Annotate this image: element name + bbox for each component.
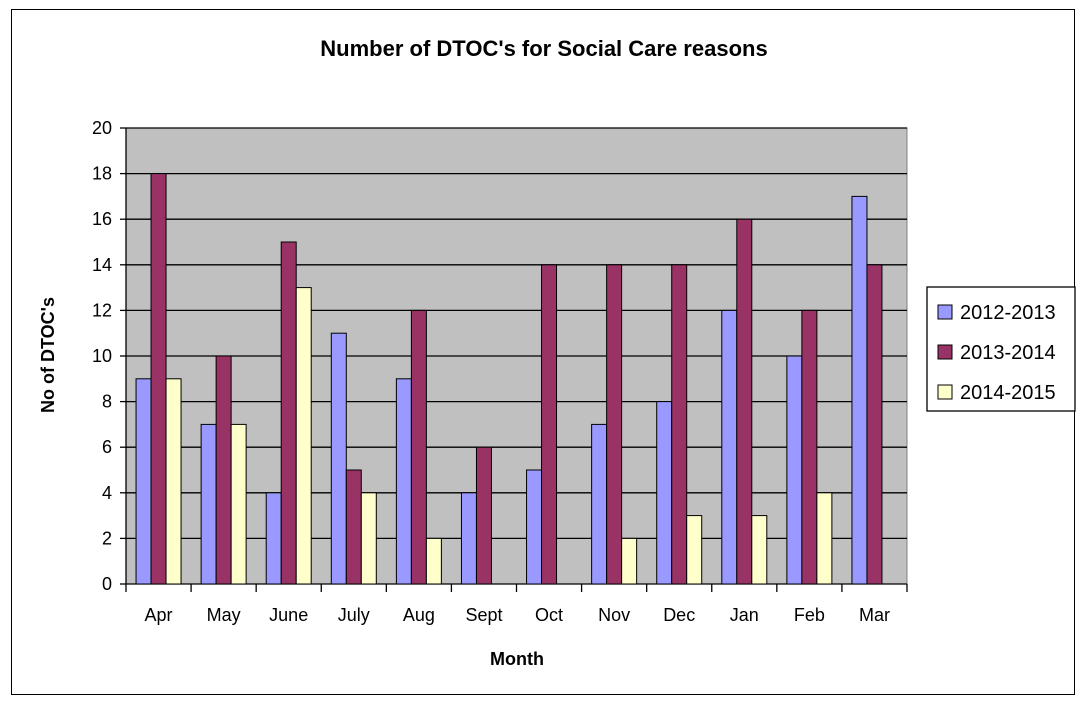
- y-tick-label: 8: [102, 392, 112, 412]
- bar-2012-2013-Feb: [786, 355, 803, 585]
- bar-2014-2015-Apr: [165, 378, 182, 585]
- bar-2013-2014-Mar: [866, 264, 883, 585]
- bar-2013-2014-Oct: [541, 264, 558, 585]
- legend-swatch-2014-2015: [937, 384, 953, 400]
- bar-2013-2014-June: [280, 241, 297, 585]
- bar-2012-2013-Mar: [851, 195, 868, 585]
- bar-2013-2014-July: [345, 469, 362, 585]
- bar-2013-2014-Sept: [475, 446, 492, 585]
- legend-swatch-2012-2013: [937, 304, 953, 320]
- bar-2013-2014-Apr: [150, 173, 167, 585]
- bar-2012-2013-Dec: [656, 401, 673, 585]
- bar-2012-2013-Apr: [135, 378, 152, 585]
- x-tick-label: July: [338, 605, 370, 625]
- y-axis-title: No of DTOC's: [38, 297, 58, 413]
- bar-2014-2015-June: [295, 287, 312, 585]
- legend-label-2014-2015: 2014-2015: [960, 382, 1056, 404]
- y-tick-label: 0: [102, 574, 112, 594]
- bar-2012-2013-July: [330, 332, 347, 585]
- x-tick-label: June: [269, 605, 308, 625]
- legend-label-2012-2013: 2012-2013: [960, 302, 1056, 324]
- x-axis-title: Month: [490, 649, 544, 669]
- bar-2013-2014-Jan: [736, 218, 753, 585]
- x-tick-label: May: [207, 605, 241, 625]
- legend-swatch-2013-2014: [937, 344, 953, 360]
- plot-area: 0 2 4 6 8 10 12 14 16 18 20 Apr May June July Aug Sept Oc…: [92, 118, 908, 625]
- legend: 2012-2013 2013-2014 2014-2015: [926, 286, 1076, 412]
- y-tick-label: 20: [92, 118, 112, 138]
- bar-2013-2014-Dec: [671, 264, 688, 585]
- bar-2012-2013-Jan: [721, 309, 738, 585]
- y-tick-label: 10: [92, 346, 112, 366]
- x-tick-label: Dec: [663, 605, 695, 625]
- x-tick-label: Apr: [145, 605, 173, 625]
- y-tick-label: 14: [92, 255, 112, 275]
- x-tick-label: Mar: [859, 605, 890, 625]
- bar-2012-2013-May: [200, 423, 217, 585]
- bar-2013-2014-Nov: [606, 264, 623, 585]
- x-tick-label: Nov: [598, 605, 630, 625]
- x-tick-label: Feb: [794, 605, 825, 625]
- bar-2012-2013-Aug: [395, 378, 412, 585]
- bar-2014-2015-July: [360, 492, 377, 585]
- y-tick-label: 12: [92, 300, 112, 320]
- bar-2013-2014-May: [215, 355, 232, 585]
- legend-label-2013-2014: 2013-2014: [960, 342, 1056, 364]
- chart-title: Number of DTOC's for Social Care reasons: [320, 36, 767, 61]
- bar-2012-2013-Sept: [460, 492, 477, 585]
- bar-2013-2014-Feb: [801, 309, 818, 585]
- bar-2014-2015-Jan: [751, 515, 768, 585]
- y-tick-label: 6: [102, 437, 112, 457]
- bar-2014-2015-Dec: [686, 515, 703, 585]
- bar-2014-2015-Feb: [816, 492, 833, 585]
- bar-2014-2015-Aug: [425, 537, 442, 585]
- x-tick-label: Sept: [465, 605, 502, 625]
- y-tick-label: 4: [102, 483, 112, 503]
- x-tick-label: Oct: [535, 605, 563, 625]
- bar-2013-2014-Aug: [410, 309, 427, 585]
- bar-2014-2015-May: [230, 423, 247, 585]
- bar-2014-2015-Nov: [621, 537, 638, 585]
- bar-2012-2013-June: [265, 492, 282, 585]
- y-tick-label: 2: [102, 528, 112, 548]
- x-tick-label: Jan: [730, 605, 759, 625]
- y-tick-label: 16: [92, 209, 112, 229]
- y-tick-label: 18: [92, 164, 112, 184]
- bar-2012-2013-Nov: [591, 423, 608, 585]
- x-tick-label: Aug: [403, 605, 435, 625]
- bar-2012-2013-Oct: [526, 469, 543, 585]
